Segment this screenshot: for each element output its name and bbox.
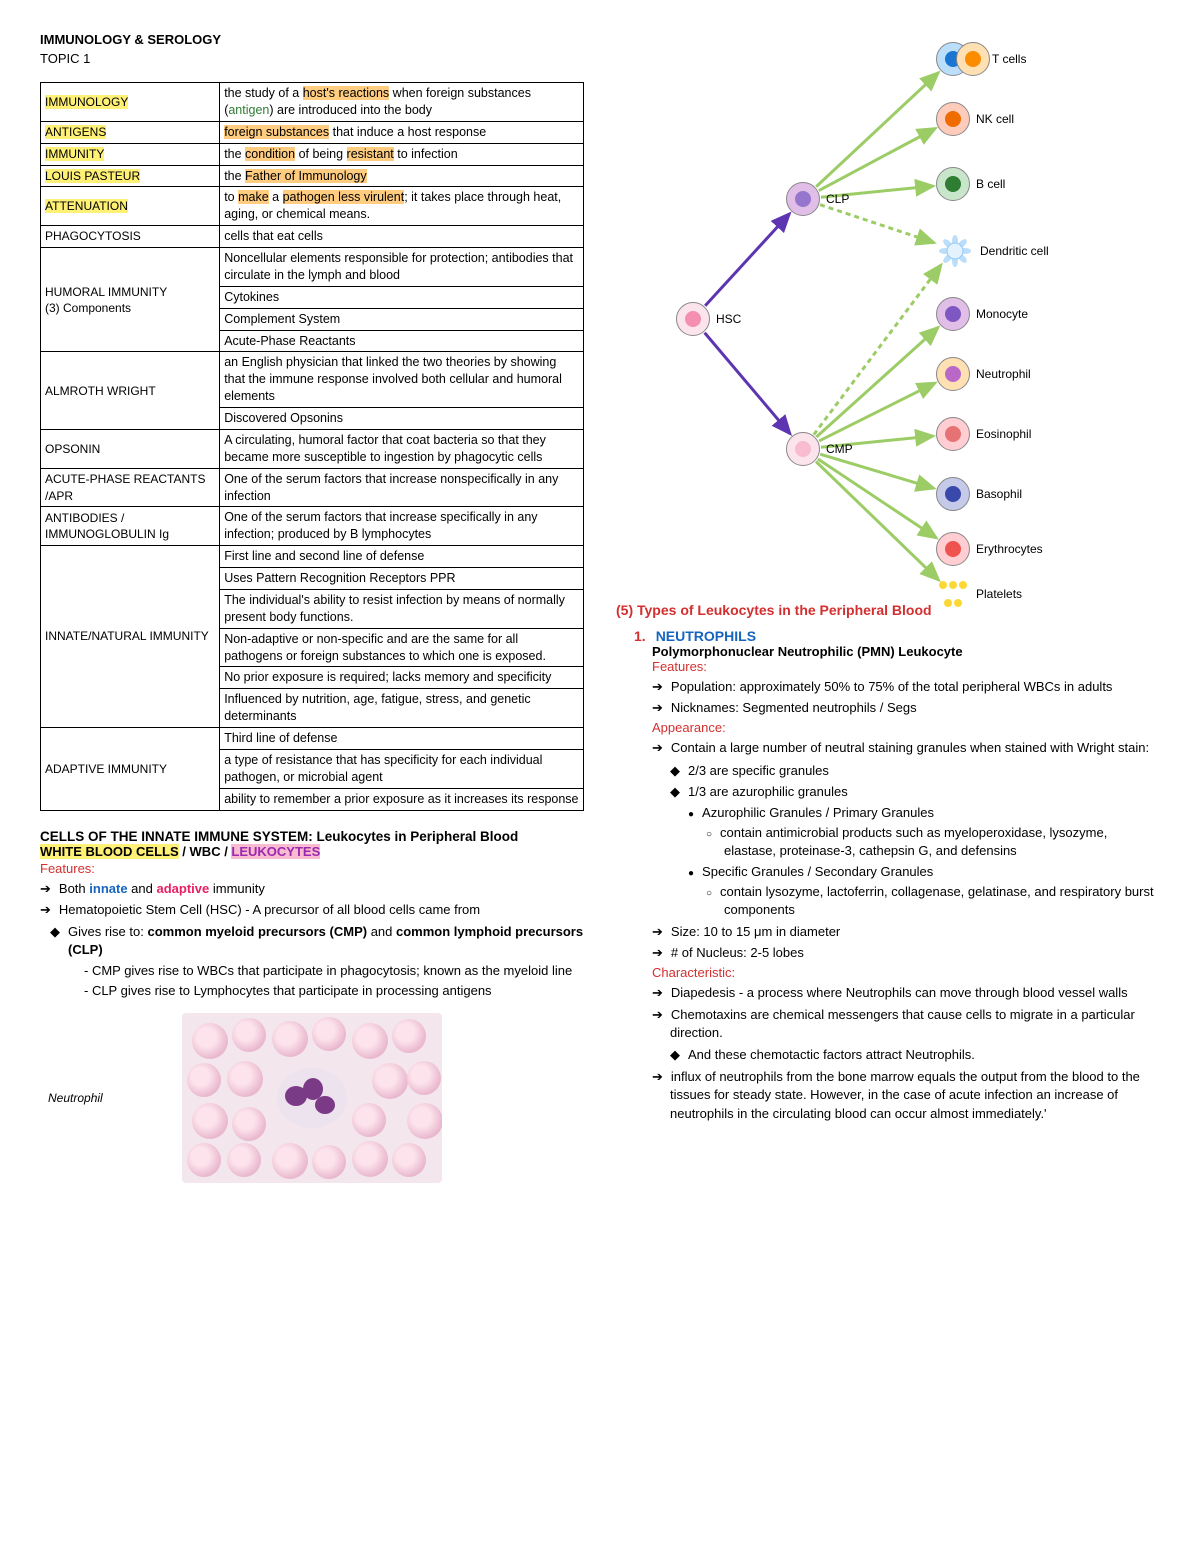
def-cell: foreign substances that induce a host re… [220,121,584,143]
term-cell: PHAGOCYTOSIS [41,226,220,248]
def-cell: cells that eat cells [220,226,584,248]
node-cmp: CMP [786,432,853,466]
def-cell: Third line of defense [220,728,584,750]
def-cell: Noncellular elements responsible for pro… [220,248,584,287]
def-cell: to make a pathogen less virulent; it tak… [220,187,584,226]
feature-2: Hematopoietic Stem Cell (HSC) - A precur… [58,901,584,919]
node-hsc: HSC [676,302,741,336]
neut-ch1: Diapedesis - a process where Neutrophils… [670,984,1160,1002]
def-cell: the study of a host's reactions when for… [220,83,584,122]
term-cell: ACUTE-PHASE REACTANTS /APR [41,468,220,507]
node-nk: NK cell [936,102,1014,136]
term-cell: HUMORAL IMMUNITY(3) Components [41,248,220,352]
node-neut: Neutrophil [936,357,1031,391]
feature-1: Both innate and adaptive immunity [58,880,584,898]
def-cell: the condition of being resistant to infe… [220,143,584,165]
term-cell: IMMUNITY [41,143,220,165]
term-cell: ANTIGENS [41,121,220,143]
neut-f2: Nicknames: Segmented neutrophils / Segs [670,699,1160,717]
neut-b1: Azurophilic Granules / Primary Granules [706,804,1160,822]
pmn-line: Polymorphonuclear Neutrophilic (PMN) Leu… [616,644,1160,659]
term-cell: ANTIBODIES / IMMUNOGLOBULIN Ig [41,507,220,546]
def-cell: the Father of Immunology [220,165,584,187]
def-cell: an English physician that linked the two… [220,352,584,408]
page-title: IMMUNOLOGY & SEROLOGY [40,32,584,47]
features-label: Features: [40,861,584,876]
node-plt: Platelets [936,577,1022,611]
node-bcell: B cell [936,167,1005,201]
neut-b2: Specific Granules / Secondary Granules [706,863,1160,881]
neut-chd: And these chemotactic factors attract Ne… [688,1046,1160,1064]
neut-char-label: Characteristic: [616,965,1160,980]
neut-ch2: Chemotaxins are chemical messengers that… [670,1006,1160,1042]
term-cell: ATTENUATION [41,187,220,226]
definitions-table: IMMUNOLOGYthe study of a host's reaction… [40,82,584,811]
def-cell: Discovered Opsonins [220,408,584,430]
neut-appearance-label: Appearance: [616,720,1160,735]
node-eos: Eosinophil [936,417,1031,451]
neut-c1: contain antimicrobial products such as m… [724,824,1160,860]
wbc-line: WHITE BLOOD CELLS / WBC / LEUKOCYTES [40,844,584,859]
def-cell: No prior exposure is required; lacks mem… [220,667,584,689]
neut-a1: Contain a large number of neutral staini… [670,739,1160,757]
node-tcell: T cells [936,42,1026,76]
def-cell: Influenced by nutrition, age, fatigue, s… [220,689,584,728]
term-cell: INNATE/NATURAL IMMUNITY [41,546,220,728]
def-cell: Acute-Phase Reactants [220,330,584,352]
micrograph-label: Neutrophil [48,1091,103,1105]
neutrophils-heading: 1.NEUTROPHILS [616,628,1160,644]
def-cell: ability to remember a prior exposure as … [220,788,584,810]
def-cell: One of the serum factors that increase n… [220,468,584,507]
neut-f1: Population: approximately 50% to 75% of … [670,678,1160,696]
neut-d2: 1/3 are azurophilic granules [688,783,1160,801]
def-cell: Complement System [220,308,584,330]
def-cell: A circulating, humoral factor that coat … [220,429,584,468]
node-dc: Dendritic cell [936,232,1049,270]
neutrophil-micrograph [182,1013,442,1183]
node-clp: CLP [786,182,849,216]
diamond-1: Gives rise to: common myeloid precursors… [68,923,584,959]
node-baso: Basophil [936,477,1022,511]
term-cell: ALMROTH WRIGHT [41,352,220,430]
term-cell: ADAPTIVE IMMUNITY [41,728,220,811]
term-cell: IMMUNOLOGY [41,83,220,122]
neut-c2: contain lysozyme, lactoferrin, collagena… [724,883,1160,919]
indent-clp: - CLP gives rise to Lymphocytes that par… [40,982,584,1000]
section-5-title: (5) Types of Leukocytes in the Periphera… [616,602,1160,618]
def-cell: Uses Pattern Recognition Receptors PPR [220,568,584,590]
def-cell: First line and second line of defense [220,546,584,568]
def-cell: One of the serum factors that increase s… [220,507,584,546]
def-cell: Cytokines [220,286,584,308]
node-mono: Monocyte [936,297,1028,331]
hsc-diagram: HSC CLP CMP T cells NK cell B cell Dendritic c… [616,32,1160,592]
topic: TOPIC 1 [40,51,584,66]
cells-section-title: CELLS OF THE INNATE IMMUNE SYSTEM: Leuko… [40,829,584,844]
neut-a3: # of Nucleus: 2-5 lobes [670,944,1160,962]
def-cell: Non-adaptive or non-specific and are the… [220,628,584,667]
neut-ch3: influx of neutrophils from the bone marr… [670,1068,1160,1123]
def-cell: a type of resistance that has specificit… [220,749,584,788]
neut-a2: Size: 10 to 15 μm in diameter [670,923,1160,941]
def-cell: The individual's ability to resist infec… [220,589,584,628]
indent-cmp: - CMP gives rise to WBCs that participat… [40,962,584,980]
neut-features-label: Features: [616,659,1160,674]
node-ery: Erythrocytes [936,532,1043,566]
neut-d1: 2/3 are specific granules [688,762,1160,780]
term-cell: OPSONIN [41,429,220,468]
term-cell: LOUIS PASTEUR [41,165,220,187]
